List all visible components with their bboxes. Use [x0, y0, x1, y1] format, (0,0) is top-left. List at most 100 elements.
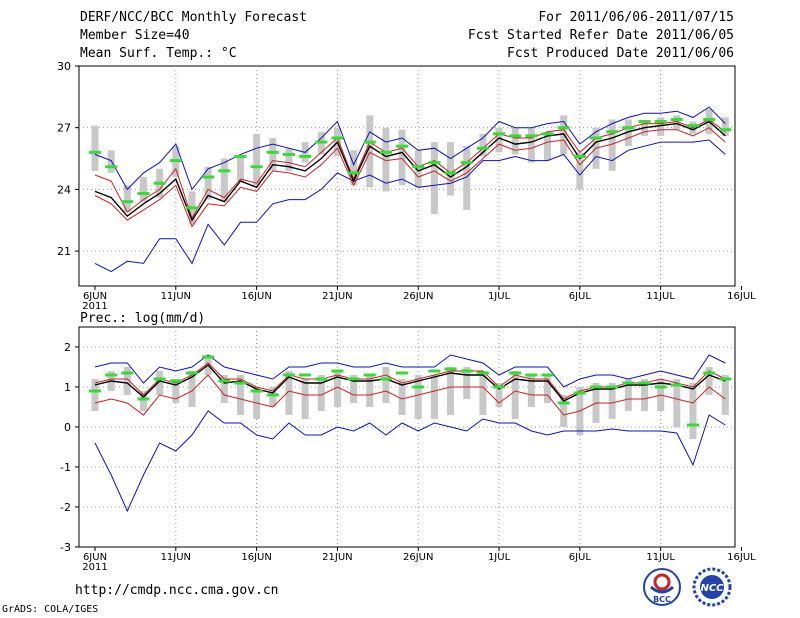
prec-median-marker: [266, 393, 279, 397]
temp-lower-line: [94, 127, 726, 228]
temp-member-box: [657, 117, 665, 136]
temp-member-box: [430, 142, 438, 215]
temp-median-marker: [476, 146, 489, 150]
precipitation-variable-label: Prec.: log(mm/d): [80, 311, 205, 326]
temp-median-marker: [460, 161, 473, 165]
prec-median-marker: [137, 397, 150, 401]
prec-member-box: [91, 379, 99, 411]
prec-member-box: [269, 387, 277, 407]
prec-xtick-label: 16JUN: [241, 552, 271, 563]
temp-max-line: [94, 106, 726, 191]
forecast-period-label: For 2011/06/06-2011/07/15: [538, 10, 734, 25]
temp-member-box: [463, 146, 471, 210]
temp-member-box: [107, 150, 115, 173]
temp-min-line: [94, 139, 726, 273]
temp-median-marker: [218, 169, 231, 173]
temp-xtick-label: 21JUN: [322, 291, 352, 302]
temp-xtick-label: 16JUL: [727, 291, 756, 302]
temp-median-marker: [525, 134, 538, 138]
prec-member-box: [317, 375, 325, 411]
temp-member-box: [91, 125, 99, 171]
temp-median-marker: [590, 136, 603, 140]
temp-median-marker: [622, 126, 635, 130]
prec-median-marker: [396, 371, 409, 375]
prec-median-marker: [153, 377, 166, 381]
prec-median-marker: [412, 385, 425, 389]
prec-xtick-label: 6JUN: [83, 552, 107, 563]
temp-median-marker: [299, 154, 312, 158]
temp-median-marker: [234, 154, 247, 158]
prec-member-box: [398, 379, 406, 415]
prec-median-marker: [218, 379, 231, 383]
temp-member-box: [285, 148, 293, 171]
temp-xtick-label: 11JUL: [646, 291, 675, 302]
prec-xtick-label: 16JUL: [727, 552, 756, 563]
svg-text:NCC: NCC: [700, 583, 724, 594]
prec-ytick-label: -1: [60, 461, 71, 474]
prec-median-marker: [460, 369, 473, 373]
bcc-logo: BCC: [643, 568, 681, 606]
prec-member-box: [156, 371, 164, 395]
prec-median-marker: [234, 381, 247, 385]
prec-median-marker: [105, 373, 118, 377]
temp-median-marker: [185, 206, 198, 210]
prec-xtick-label: 11JUN: [161, 552, 191, 563]
temp-median-marker: [444, 171, 457, 175]
temp-mean-line: [94, 120, 726, 222]
temp-median-marker: [137, 191, 150, 195]
prec-median-marker: [379, 377, 392, 381]
prec-mean-line: [94, 364, 726, 402]
prec-upper-line: [94, 362, 726, 400]
prec-median-marker: [719, 377, 732, 381]
prec-member-box: [188, 371, 196, 407]
prec-median-marker: [331, 369, 344, 373]
prec-median-marker: [703, 371, 716, 375]
temp-member-box: [624, 119, 632, 147]
temp-xtick-label: 11JUN: [161, 291, 191, 302]
temp-median-marker: [121, 200, 134, 204]
temp-median-marker: [169, 159, 182, 163]
prec-max-line: [94, 354, 726, 388]
temp-median-marker: [670, 117, 683, 121]
temp-member-box: [253, 133, 261, 186]
prec-lower-line: [94, 374, 726, 416]
prec-median-marker: [622, 381, 635, 385]
grads-credit: GrADS: COLA/IGES: [2, 604, 99, 615]
source-url[interactable]: http://cmdp.ncc.cma.gov.cn: [75, 583, 279, 598]
temp-member-box: [544, 131, 552, 161]
prec-xtick-label: 11JUL: [646, 552, 675, 563]
prec-xtick-label: 21JUN: [322, 552, 352, 563]
temp-median-marker: [654, 120, 667, 124]
temp-median-marker: [493, 132, 506, 136]
prec-member-box: [511, 371, 519, 419]
prec-member-box: [382, 367, 390, 403]
temp-median-marker: [105, 165, 118, 169]
temp-median-marker: [89, 150, 101, 154]
prec-xtick-year: 2011: [82, 562, 107, 573]
temp-median-marker: [363, 140, 376, 144]
temp-member-box: [366, 115, 374, 188]
temp-ytick-label: 21: [57, 245, 71, 258]
prec-member-box: [366, 375, 374, 407]
prec-median-marker: [573, 391, 586, 395]
prec-member-box: [430, 375, 438, 419]
produced-date-label: Fcst Produced Date 2011/06/06: [507, 46, 734, 61]
temp-median-marker: [379, 150, 392, 154]
temp-xtick-label: 6JUN: [83, 291, 107, 302]
prec-ytick-label: -3: [60, 541, 71, 554]
temp-member-box: [350, 150, 358, 186]
prec-member-box: [172, 379, 180, 403]
temp-median-marker: [686, 124, 699, 128]
prec-median-marker: [557, 401, 570, 405]
prec-median-marker: [363, 373, 376, 377]
temp-median-marker: [412, 165, 425, 169]
temp-member-box: [398, 129, 406, 186]
temp-ytick-label: 27: [57, 122, 71, 135]
temp-median-marker: [638, 120, 651, 124]
temp-median-marker: [509, 134, 522, 138]
prec-member-box: [479, 371, 487, 415]
prec-member-box: [463, 367, 471, 399]
temp-median-marker: [282, 152, 295, 156]
prec-member-box: [495, 383, 503, 407]
